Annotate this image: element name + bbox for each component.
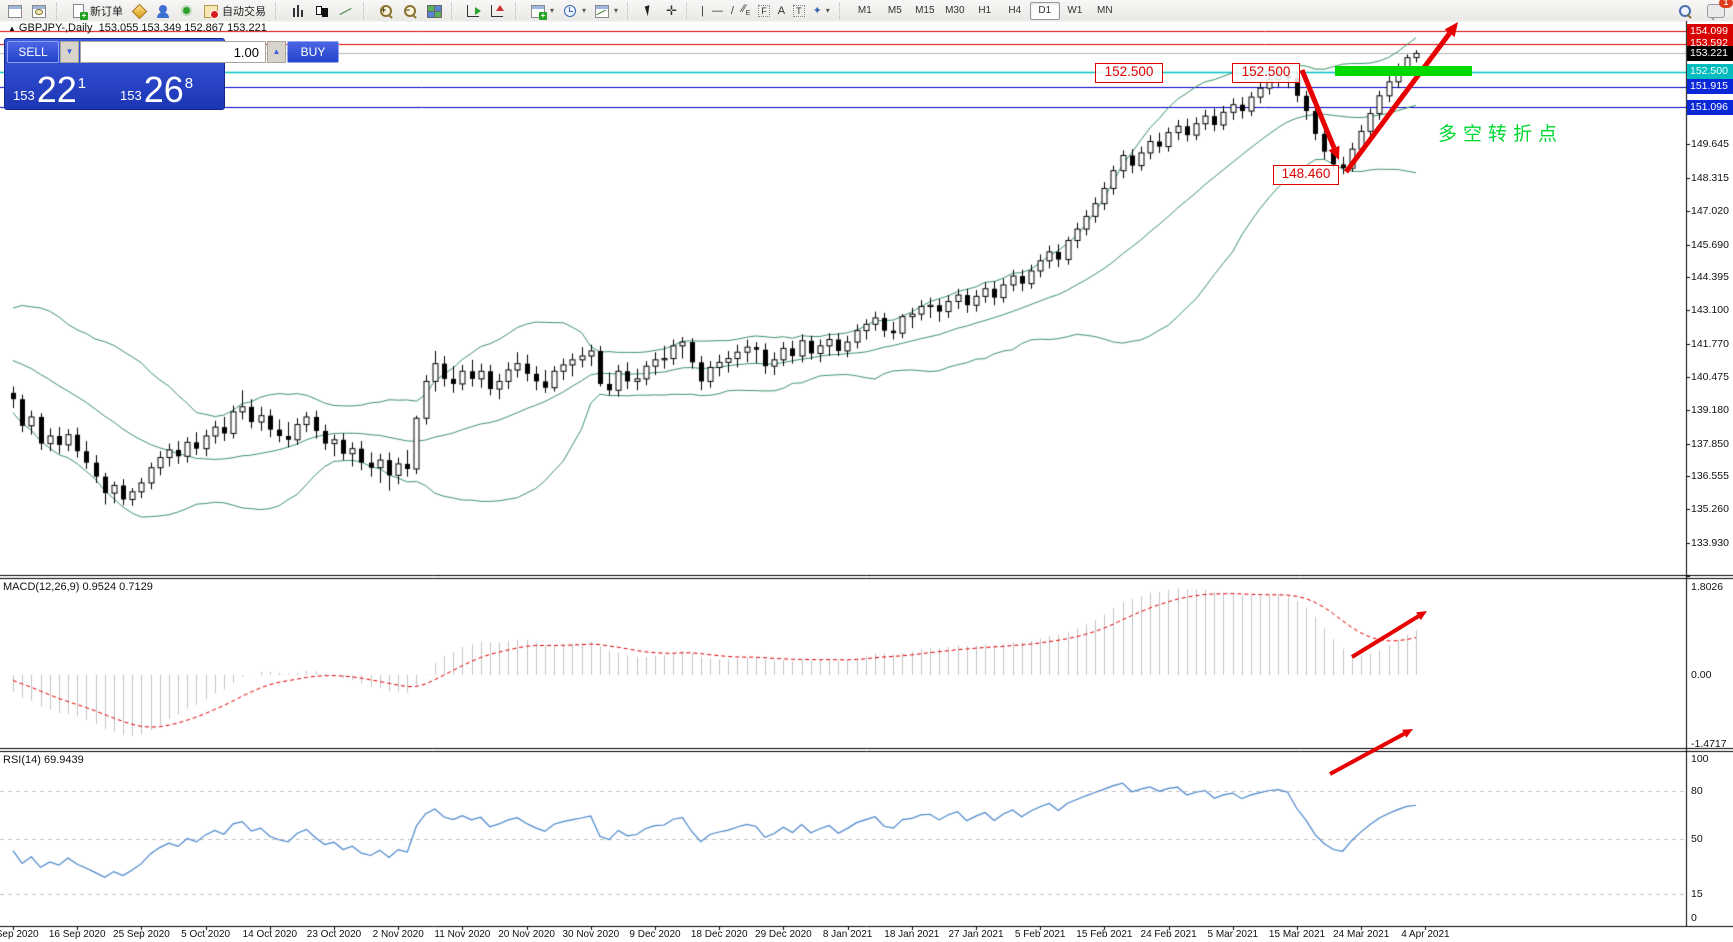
rsi-label: RSI(14) 69.9439 [3,754,84,766]
price-axis-tick: 140.475 [1691,370,1729,383]
price-axis-tick: 141.770 [1691,338,1729,351]
date-axis-label: 7 Sep 2020 [0,929,39,940]
price-axis-tick: 147.020 [1691,204,1729,217]
support-price-label[interactable]: 148.460 [1273,165,1339,185]
symbol-marker-icon: ▲ [8,24,16,33]
price-line-tag: 151.915 [1687,79,1733,95]
buy-price[interactable]: 153 26 8 [120,65,193,110]
macd-scale-label: -1.4717 [1691,738,1727,750]
date-axis-label: 5 Feb 2021 [1014,929,1066,940]
macd-scale-label: 0.00 [1691,669,1712,681]
date-axis-label: 20 Nov 2020 [498,929,555,940]
rsi-scale-label: 15 [1691,888,1703,901]
volume-input[interactable] [80,41,266,63]
price-axis-tick: 137.850 [1691,437,1729,450]
date-axis-label: 27 Jan 2021 [948,929,1004,940]
turning-point-note[interactable]: 多空转折点 [1438,124,1564,145]
date-axis-label: 15 Feb 2021 [1076,929,1133,940]
price-line-tag: 153.221 [1687,45,1733,61]
price-axis-tick: 135.260 [1691,503,1729,516]
price-line-tag: 152.500 [1687,64,1733,80]
macd-label: MACD(12,26,9) 0.9524 0.7129 [3,581,153,593]
rsi-scale-label: 100 [1691,753,1709,765]
date-axis-label: 18 Jan 2021 [884,929,940,940]
price-axis-tick: 149.645 [1691,138,1729,151]
sell-price-pips: 22 [36,69,77,110]
date-axis-label: 2 Nov 2020 [372,929,424,940]
price-axis-tick: 144.395 [1691,271,1729,284]
resistance-price-label-1[interactable]: 152.500 [1095,63,1163,83]
volume-increase-button[interactable]: ▲ [267,41,286,63]
rsi-scale-label: 80 [1691,784,1703,797]
date-axis-label: 30 Nov 2020 [562,929,620,940]
chart-title-symbol: GBPJPY-,Daily [18,22,93,34]
price-line-tag: 151.096 [1687,99,1733,115]
price-axis-tick: 136.555 [1691,470,1729,483]
price-axis-tick: 139.180 [1691,403,1729,416]
resistance-zone-bar[interactable] [1335,66,1472,76]
date-axis-label: 29 Dec 2020 [755,929,812,940]
volume-decrease-button[interactable]: ▼ [60,41,79,63]
date-axis-label: 25 Sep 2020 [113,929,170,940]
resistance-price-label-2[interactable]: 152.500 [1232,63,1300,83]
date-axis-label: 24 Mar 2021 [1333,929,1390,940]
date-axis-label: 5 Oct 2020 [181,929,231,940]
date-axis-label: 11 Nov 2020 [434,929,491,940]
sell-button[interactable]: SELL [7,41,59,63]
date-axis-label: 23 Oct 2020 [306,929,362,940]
price-axis-tick: 143.100 [1691,304,1729,317]
price-axis-tick: 133.930 [1691,537,1729,550]
date-axis-label: 18 Dec 2020 [690,929,748,940]
date-axis-label: 9 Dec 2020 [629,929,681,940]
price-axis-tick: 148.315 [1691,171,1729,184]
date-axis-label: 4 Apr 2021 [1401,929,1450,940]
date-axis-label: 15 Mar 2021 [1268,929,1326,940]
macd-scale-label: 1.8026 [1691,581,1724,593]
buy-price-figure: 153 [120,88,142,103]
date-axis-label: 16 Sep 2020 [48,929,106,940]
price-line-tag: 154.099 [1687,23,1733,39]
price-axis-tick: 145.690 [1691,238,1729,251]
chart-title: ▲ GBPJPY-,Daily 153.055 153.349 152.867 1… [8,22,267,34]
sell-price[interactable]: 153 22 1 [13,65,86,110]
date-axis-label: 5 Mar 2021 [1207,929,1259,940]
buy-price-pips: 26 [143,69,184,110]
sell-price-point: 1 [77,75,87,92]
sell-price-figure: 153 [13,88,35,103]
buy-button[interactable]: BUY [287,41,339,63]
buy-price-point: 8 [184,75,194,92]
date-axis-label: 24 Feb 2021 [1140,929,1197,940]
date-axis-label: 8 Jan 2021 [822,929,873,940]
date-axis-label: 14 Oct 2020 [242,929,298,940]
rsi-scale-label: 0 [1691,912,1697,924]
rsi-scale-label: 50 [1691,832,1703,845]
chart-title-ohlc: 153.055 153.349 152.867 153.221 [98,22,267,34]
